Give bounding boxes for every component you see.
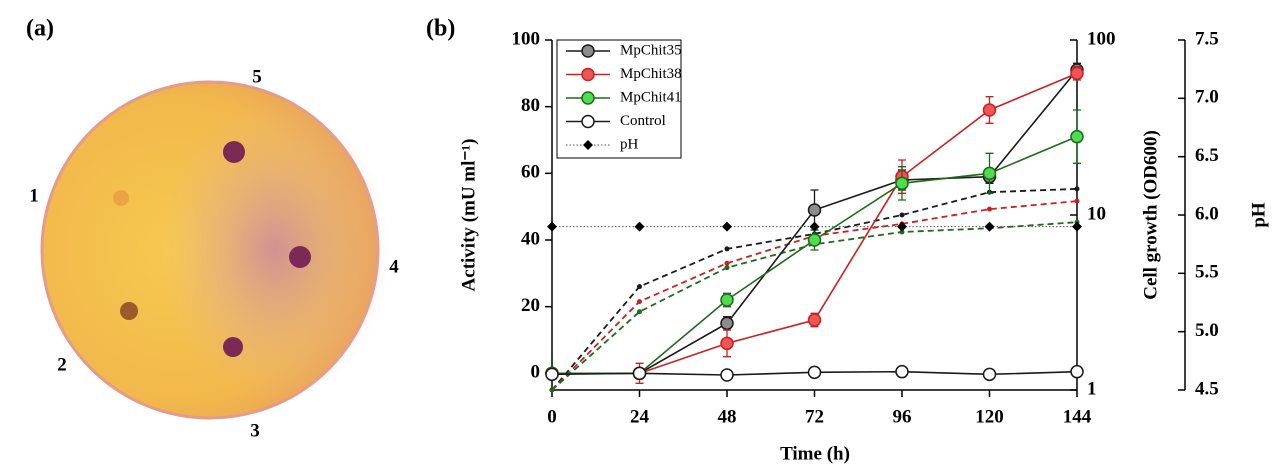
y-tick-label: 0	[531, 362, 541, 383]
marker	[720, 368, 734, 382]
growth-point	[724, 246, 730, 252]
y3-axis-title: pH	[1248, 202, 1269, 228]
marker	[1070, 129, 1084, 144]
legend-label: MpChit38	[620, 66, 682, 82]
legend-label: MpChit41	[620, 89, 682, 105]
marker	[1070, 66, 1084, 81]
marker	[720, 316, 734, 331]
growth-point	[724, 265, 730, 271]
growth-point	[899, 212, 905, 218]
panel-label: (a)	[26, 16, 54, 42]
marker	[807, 365, 822, 380]
x-axis-title: Time (h)	[780, 443, 850, 464]
y3-tick-label: 7.5	[1195, 28, 1219, 49]
spot-label: 4	[389, 256, 399, 277]
marker	[634, 221, 645, 232]
marker	[547, 221, 557, 232]
y-tick-label: 60	[521, 162, 540, 183]
y3-tick-label: 6.0	[1195, 203, 1219, 224]
y-tick-label: 80	[521, 95, 540, 116]
spot	[113, 190, 129, 206]
legend-label: pH	[620, 136, 639, 152]
y3-tick-label: 5.5	[1195, 262, 1219, 283]
legend-marker	[581, 67, 595, 82]
legend-label: Control	[620, 113, 666, 129]
growth-point	[899, 229, 905, 235]
growth-point	[724, 260, 730, 266]
spot-label: 2	[57, 354, 67, 375]
panel-label: (b)	[426, 16, 455, 42]
spot-label: 3	[250, 420, 260, 441]
panel-a: (a) 1 2 3 4 5	[26, 16, 399, 442]
marker	[1072, 221, 1082, 232]
growth-point	[637, 309, 642, 315]
y3-tick-label: 6.5	[1195, 145, 1219, 166]
growth-point	[637, 284, 642, 290]
marker	[720, 293, 734, 307]
marker	[807, 313, 822, 327]
spot	[223, 141, 245, 163]
growth-point	[1074, 186, 1080, 192]
marker	[1070, 364, 1084, 379]
y2-tick-label: 10	[1087, 203, 1106, 224]
legend-marker	[581, 91, 595, 105]
x-tick-label: 72	[805, 406, 824, 427]
x-tick-label: 24	[630, 406, 650, 427]
y-tick-label: 20	[521, 295, 540, 316]
y2-axis-title: Cell growth (OD600)	[1140, 130, 1161, 300]
marker	[632, 366, 647, 381]
legend-marker	[581, 114, 595, 129]
marker	[982, 103, 997, 117]
spot	[289, 246, 311, 268]
y-tick-label: 100	[512, 28, 541, 49]
growth-point	[637, 299, 642, 305]
spot	[223, 337, 243, 357]
legend-label: MpChit35	[620, 42, 682, 58]
spot-label: 5	[252, 66, 262, 87]
y-axis-title: Activity (mU ml⁻¹)	[458, 139, 479, 292]
marker	[720, 336, 734, 351]
marker	[982, 367, 997, 382]
spot-label: 1	[29, 185, 39, 206]
x-tick-label: 120	[975, 406, 1004, 427]
y-tick-label: 40	[521, 228, 540, 249]
panel-b: (b) Time (h) Activity (mU ml⁻¹) Cell gro…	[426, 16, 1269, 465]
marker	[895, 364, 909, 379]
marker	[895, 176, 909, 191]
legend	[556, 39, 682, 159]
y3-tick-label: 5.0	[1195, 320, 1219, 341]
marker	[897, 221, 907, 232]
marker	[545, 367, 559, 382]
growth-point	[549, 387, 555, 393]
legend-marker	[583, 140, 593, 150]
marker	[722, 221, 732, 232]
marker	[809, 221, 820, 232]
y3-tick-label: 4.5	[1195, 378, 1219, 399]
y2-tick-label: 100	[1087, 28, 1116, 49]
growth-point	[987, 206, 992, 212]
marker	[982, 166, 997, 181]
x-tick-label: 144	[1063, 406, 1092, 427]
series-line	[552, 135, 1078, 375]
y3-tick-label: 7.0	[1195, 87, 1219, 108]
halo	[160, 100, 390, 400]
legend-marker	[581, 44, 595, 58]
marker	[807, 233, 822, 247]
marker	[807, 203, 822, 217]
marker	[984, 221, 995, 232]
x-tick-label: 96	[893, 406, 912, 427]
x-tick-label: 48	[718, 406, 737, 427]
spot	[120, 302, 138, 320]
x-tick-label: 0	[547, 406, 557, 427]
growth-point	[1074, 198, 1080, 204]
y2-tick-label: 1	[1087, 378, 1097, 399]
